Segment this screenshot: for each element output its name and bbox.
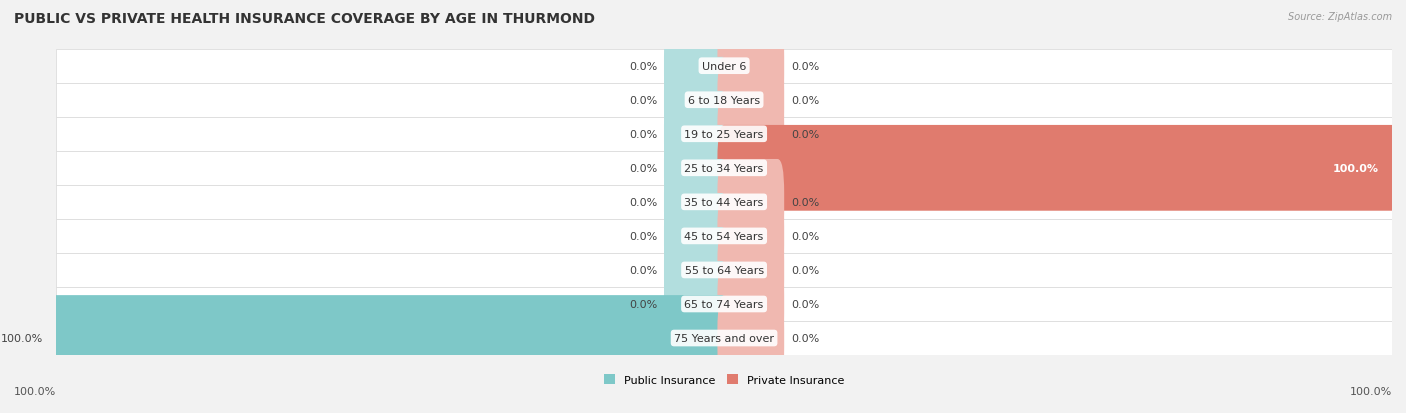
FancyBboxPatch shape	[717, 228, 785, 313]
Text: 0.0%: 0.0%	[790, 333, 820, 343]
Text: 0.0%: 0.0%	[628, 231, 658, 241]
Text: 0.0%: 0.0%	[790, 265, 820, 275]
Text: PUBLIC VS PRIVATE HEALTH INSURANCE COVERAGE BY AGE IN THURMOND: PUBLIC VS PRIVATE HEALTH INSURANCE COVER…	[14, 12, 595, 26]
FancyBboxPatch shape	[664, 159, 731, 245]
Text: 100.0%: 100.0%	[14, 387, 56, 396]
Text: 75 Years and over: 75 Years and over	[673, 333, 775, 343]
Text: Source: ZipAtlas.com: Source: ZipAtlas.com	[1288, 12, 1392, 22]
Text: 0.0%: 0.0%	[790, 62, 820, 71]
FancyBboxPatch shape	[56, 287, 1392, 321]
Text: 19 to 25 Years: 19 to 25 Years	[685, 129, 763, 140]
FancyBboxPatch shape	[56, 253, 1392, 287]
Text: 100.0%: 100.0%	[0, 333, 42, 343]
FancyBboxPatch shape	[717, 159, 785, 245]
FancyBboxPatch shape	[717, 261, 785, 347]
FancyBboxPatch shape	[717, 126, 1399, 211]
FancyBboxPatch shape	[664, 92, 731, 177]
Text: 0.0%: 0.0%	[628, 129, 658, 140]
FancyBboxPatch shape	[664, 58, 731, 143]
FancyBboxPatch shape	[664, 228, 731, 313]
FancyBboxPatch shape	[56, 83, 1392, 117]
Text: 45 to 54 Years: 45 to 54 Years	[685, 231, 763, 241]
FancyBboxPatch shape	[664, 261, 731, 347]
Text: 0.0%: 0.0%	[790, 95, 820, 105]
Text: 0.0%: 0.0%	[628, 95, 658, 105]
Text: 35 to 44 Years: 35 to 44 Years	[685, 197, 763, 207]
FancyBboxPatch shape	[717, 24, 785, 109]
Text: 100.0%: 100.0%	[1333, 164, 1379, 173]
FancyBboxPatch shape	[717, 58, 785, 143]
Text: 0.0%: 0.0%	[628, 265, 658, 275]
Text: 65 to 74 Years: 65 to 74 Years	[685, 299, 763, 309]
FancyBboxPatch shape	[56, 117, 1392, 152]
FancyBboxPatch shape	[664, 194, 731, 279]
FancyBboxPatch shape	[49, 295, 731, 381]
Text: Under 6: Under 6	[702, 62, 747, 71]
Text: 0.0%: 0.0%	[790, 197, 820, 207]
Text: 0.0%: 0.0%	[628, 62, 658, 71]
FancyBboxPatch shape	[56, 219, 1392, 253]
Text: 55 to 64 Years: 55 to 64 Years	[685, 265, 763, 275]
FancyBboxPatch shape	[717, 194, 785, 279]
FancyBboxPatch shape	[56, 152, 1392, 185]
FancyBboxPatch shape	[56, 50, 1392, 83]
Text: 0.0%: 0.0%	[790, 299, 820, 309]
Legend: Public Insurance, Private Insurance: Public Insurance, Private Insurance	[600, 370, 848, 389]
Text: 100.0%: 100.0%	[1350, 387, 1392, 396]
FancyBboxPatch shape	[717, 92, 785, 177]
FancyBboxPatch shape	[56, 185, 1392, 219]
FancyBboxPatch shape	[56, 321, 1392, 355]
Text: 25 to 34 Years: 25 to 34 Years	[685, 164, 763, 173]
Text: 0.0%: 0.0%	[790, 129, 820, 140]
FancyBboxPatch shape	[717, 295, 785, 381]
Text: 0.0%: 0.0%	[628, 164, 658, 173]
Text: 0.0%: 0.0%	[790, 231, 820, 241]
FancyBboxPatch shape	[664, 24, 731, 109]
Text: 0.0%: 0.0%	[628, 197, 658, 207]
Text: 0.0%: 0.0%	[628, 299, 658, 309]
Text: 6 to 18 Years: 6 to 18 Years	[688, 95, 761, 105]
FancyBboxPatch shape	[664, 126, 731, 211]
